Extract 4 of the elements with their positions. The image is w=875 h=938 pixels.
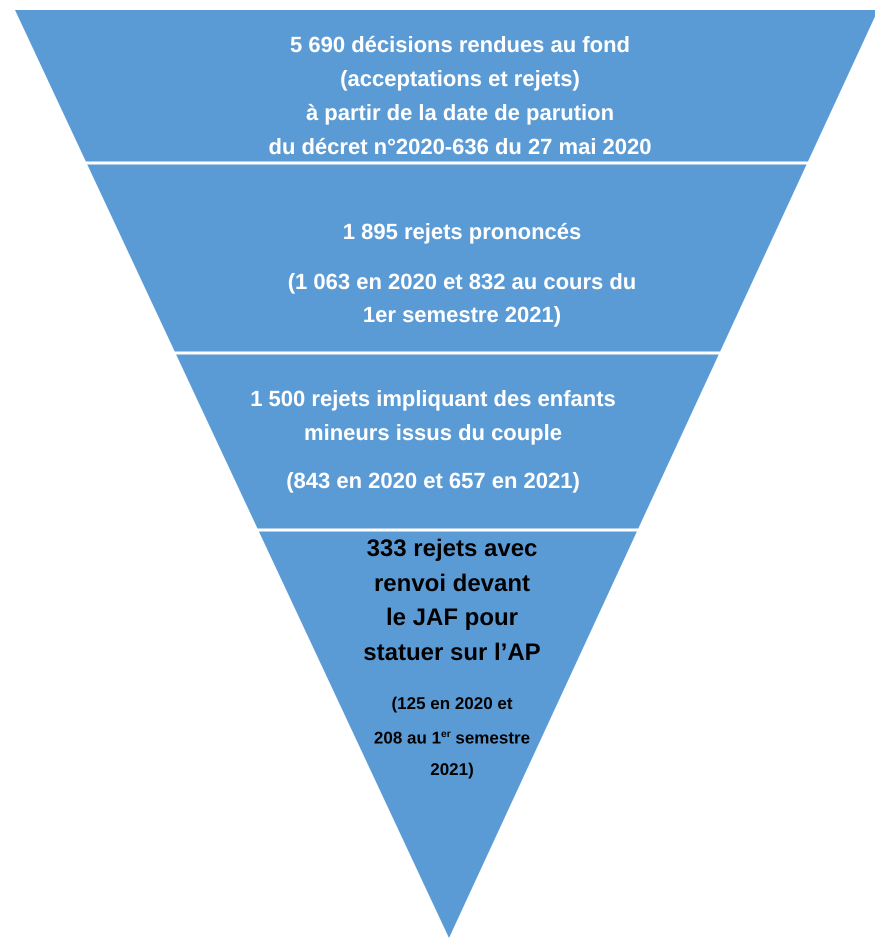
data-label: 1 895 xyxy=(342,219,398,244)
data-label: 1 500 xyxy=(250,386,306,411)
data-label: 333 xyxy=(366,535,407,562)
data-label: 5 690 xyxy=(290,32,346,57)
